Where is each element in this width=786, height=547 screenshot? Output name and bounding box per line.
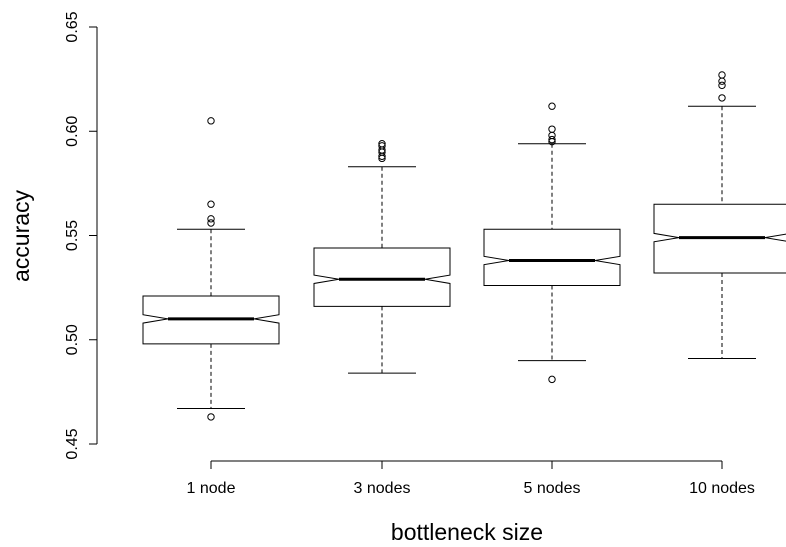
x-tick-label: 5 nodes [524, 480, 581, 497]
outlier-point [548, 125, 556, 133]
y-tick-label: 0.50 [64, 324, 81, 355]
notched-box [483, 228, 621, 287]
outlier-point [548, 135, 556, 144]
outlier-point [718, 94, 726, 102]
y-tick-label: 0.45 [64, 428, 81, 459]
y-tick-label: 0.55 [64, 220, 81, 251]
x-axis: 1 node 3 nodes 5 nodes 10 nodes [187, 460, 755, 497]
y-axis-title: accuracy [8, 189, 34, 282]
box-2 [313, 140, 451, 374]
box-1 [142, 117, 280, 421]
outlier-point [207, 117, 215, 125]
outlier-point [378, 140, 386, 148]
x-axis-title: bottleneck size [391, 519, 543, 545]
outlier-point [718, 77, 726, 85]
outlier-point [207, 413, 215, 421]
outlier-point [207, 215, 215, 223]
y-tick-label: 0.60 [64, 116, 81, 147]
y-tick-label: 0.65 [64, 11, 81, 42]
outlier-point [548, 131, 556, 140]
outlier-point [718, 71, 726, 79]
y-axis: 0.45 0.50 0.55 0.60 0.65 [64, 11, 98, 460]
box-4 [653, 71, 786, 360]
x-tick-label: 1 node [187, 480, 236, 497]
outlier-point [548, 102, 556, 110]
outlier-point [718, 81, 726, 90]
box-3 [483, 102, 621, 384]
outlier-point [548, 375, 556, 384]
x-tick-label: 10 nodes [689, 480, 755, 497]
notched-box [313, 247, 451, 307]
outlier-point [207, 200, 215, 208]
boxes [142, 71, 786, 421]
x-tick-label: 3 nodes [354, 480, 411, 497]
outlier-point [207, 219, 215, 227]
outlier-point [378, 142, 386, 150]
